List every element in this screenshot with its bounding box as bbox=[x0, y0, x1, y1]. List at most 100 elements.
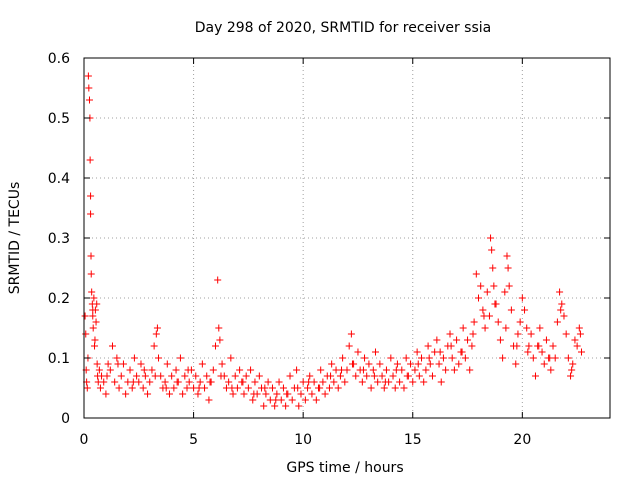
data-point bbox=[575, 324, 583, 332]
data-point bbox=[87, 270, 95, 278]
data-point bbox=[194, 390, 202, 398]
data-points bbox=[81, 72, 586, 410]
data-point bbox=[85, 84, 93, 92]
data-point bbox=[216, 336, 224, 344]
data-point bbox=[328, 360, 336, 368]
data-point bbox=[576, 330, 584, 338]
data-point bbox=[297, 390, 305, 398]
data-point bbox=[354, 348, 362, 356]
data-point bbox=[140, 366, 148, 374]
data-point bbox=[475, 294, 482, 302]
data-point bbox=[481, 324, 489, 332]
data-point bbox=[494, 318, 502, 326]
data-point bbox=[325, 384, 333, 392]
data-point bbox=[295, 402, 303, 410]
data-point bbox=[146, 378, 154, 386]
y-tick-label: 0.1 bbox=[48, 351, 70, 367]
data-point bbox=[185, 378, 193, 386]
data-point bbox=[282, 402, 290, 410]
y-tick-label: 0 bbox=[61, 411, 70, 427]
data-point bbox=[155, 354, 163, 362]
data-point bbox=[501, 288, 509, 296]
data-point bbox=[209, 366, 217, 374]
data-point bbox=[455, 360, 463, 368]
data-point bbox=[393, 360, 401, 368]
data-point bbox=[113, 354, 121, 362]
data-point bbox=[203, 372, 211, 380]
data-point bbox=[361, 354, 369, 362]
data-point bbox=[122, 390, 130, 398]
data-point bbox=[271, 402, 279, 410]
data-point bbox=[301, 396, 309, 404]
data-point bbox=[505, 282, 513, 290]
data-point bbox=[407, 360, 415, 368]
data-point bbox=[334, 384, 342, 392]
data-point bbox=[420, 378, 428, 386]
data-point bbox=[229, 390, 237, 398]
data-point bbox=[87, 210, 95, 218]
grid-lines bbox=[84, 58, 610, 418]
data-point bbox=[538, 348, 546, 356]
data-point bbox=[228, 384, 236, 392]
data-point bbox=[172, 366, 180, 374]
data-point bbox=[491, 300, 499, 308]
data-point bbox=[391, 384, 399, 392]
data-point bbox=[468, 342, 476, 350]
data-point bbox=[102, 390, 110, 398]
data-point bbox=[100, 378, 108, 386]
data-point bbox=[316, 384, 324, 392]
data-point bbox=[558, 300, 566, 308]
data-point bbox=[86, 156, 94, 164]
x-tick-label: 10 bbox=[294, 432, 312, 448]
data-point bbox=[564, 354, 572, 362]
data-point bbox=[82, 330, 90, 338]
x-tick-label: 5 bbox=[189, 432, 198, 448]
data-point bbox=[317, 366, 325, 374]
data-point bbox=[380, 384, 388, 392]
data-point bbox=[117, 372, 125, 380]
data-point bbox=[308, 390, 316, 398]
data-point bbox=[268, 384, 276, 392]
data-point bbox=[81, 312, 89, 320]
data-point bbox=[225, 378, 233, 386]
data-point bbox=[371, 348, 379, 356]
data-point bbox=[176, 354, 184, 362]
x-tick-label: 0 bbox=[80, 432, 89, 448]
y-tick-label: 0.2 bbox=[48, 291, 70, 307]
data-point bbox=[488, 246, 496, 254]
data-point bbox=[529, 354, 537, 362]
data-point bbox=[153, 324, 161, 332]
data-point bbox=[358, 378, 366, 386]
data-point bbox=[279, 384, 287, 392]
data-point bbox=[133, 372, 141, 380]
data-point bbox=[396, 378, 404, 386]
data-point bbox=[382, 366, 390, 374]
data-point bbox=[130, 354, 138, 362]
data-point bbox=[91, 336, 99, 344]
data-point bbox=[514, 330, 522, 338]
data-point bbox=[487, 234, 495, 242]
data-point bbox=[535, 342, 543, 350]
data-point bbox=[293, 366, 301, 374]
data-point bbox=[262, 390, 270, 398]
data-point bbox=[148, 366, 156, 374]
data-point bbox=[144, 390, 152, 398]
data-point bbox=[414, 360, 422, 368]
data-point bbox=[521, 306, 529, 314]
data-point bbox=[260, 402, 268, 410]
data-point bbox=[170, 384, 178, 392]
data-point bbox=[447, 342, 455, 350]
data-point bbox=[336, 372, 344, 380]
data-point bbox=[84, 72, 92, 80]
data-point bbox=[496, 336, 504, 344]
data-point bbox=[415, 372, 423, 380]
data-point bbox=[273, 390, 281, 398]
data-point bbox=[137, 360, 145, 368]
data-point bbox=[212, 342, 219, 350]
data-point bbox=[489, 264, 497, 272]
data-point bbox=[168, 372, 176, 380]
data-point bbox=[161, 378, 169, 386]
data-point bbox=[345, 342, 353, 350]
data-point bbox=[433, 336, 441, 344]
data-point bbox=[483, 288, 491, 296]
